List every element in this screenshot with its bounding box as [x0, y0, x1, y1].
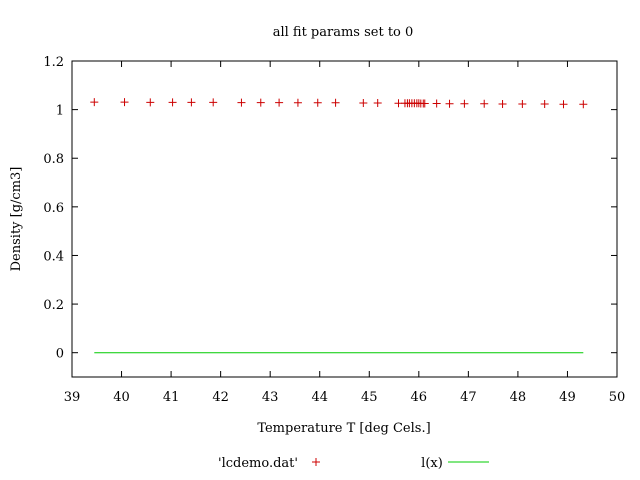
y-tick-label: 0.6 [43, 201, 64, 216]
data-point [373, 99, 382, 108]
data-point [209, 98, 218, 107]
x-tick-label: 45 [361, 390, 378, 405]
x-tick-label: 50 [609, 390, 626, 405]
legend-label: l(x) [421, 456, 443, 471]
chart-title: all fit params set to 0 [273, 25, 414, 40]
x-tick-label: 43 [262, 390, 279, 405]
legend-marker [312, 458, 320, 466]
legend-label: 'lcdemo.dat' [218, 456, 298, 471]
data-point [540, 100, 549, 109]
data-point [120, 98, 129, 107]
data-point [579, 100, 588, 109]
legend: 'lcdemo.dat' l(x) [218, 456, 489, 471]
data-point [313, 98, 322, 107]
plot-frame [71, 60, 618, 378]
data-point [445, 99, 454, 108]
ticks-layer: 39 40 41 42 43 44 45 46 47 48 49 50 0 0.2 0.4 0.6 0.8 1 1.… [43, 55, 625, 405]
series-layer [90, 98, 588, 354]
x-tick-label: 46 [411, 390, 428, 405]
x-tick-label: 48 [510, 390, 527, 405]
y-tick-label: 0.2 [43, 298, 64, 313]
data-point [432, 99, 441, 108]
data-point [275, 98, 284, 107]
y-tick-label: 1.2 [43, 55, 64, 70]
data-point [187, 98, 196, 107]
data-point [518, 100, 527, 109]
y-tick-label: 1 [56, 104, 64, 119]
data-point [90, 98, 99, 107]
x-tick-label: 42 [212, 390, 229, 405]
data-point [331, 98, 340, 107]
x-tick-label: 40 [113, 390, 130, 405]
data-point [460, 99, 469, 108]
data-point [293, 98, 302, 107]
data-point [420, 99, 429, 108]
x-axis-label: Temperature T [deg Cels.] [257, 421, 430, 436]
x-tick-label: 44 [311, 390, 328, 405]
y-axis-label: Density [g/cm3] [9, 167, 24, 272]
x-tick-label: 49 [559, 390, 576, 405]
y-tick-label: 0.8 [43, 152, 64, 167]
y-tick-label: 0.4 [43, 249, 64, 264]
x-tick-label: 47 [460, 390, 477, 405]
data-point [146, 98, 155, 107]
data-point [559, 100, 568, 109]
y-tick-label: 0 [56, 347, 64, 362]
data-point [237, 98, 246, 107]
x-tick-label: 41 [163, 390, 180, 405]
data-point [480, 99, 489, 108]
x-tick-label: 39 [64, 390, 81, 405]
data-point [498, 100, 507, 109]
data-point [256, 98, 265, 107]
data-point [168, 98, 177, 107]
data-point [359, 99, 368, 108]
